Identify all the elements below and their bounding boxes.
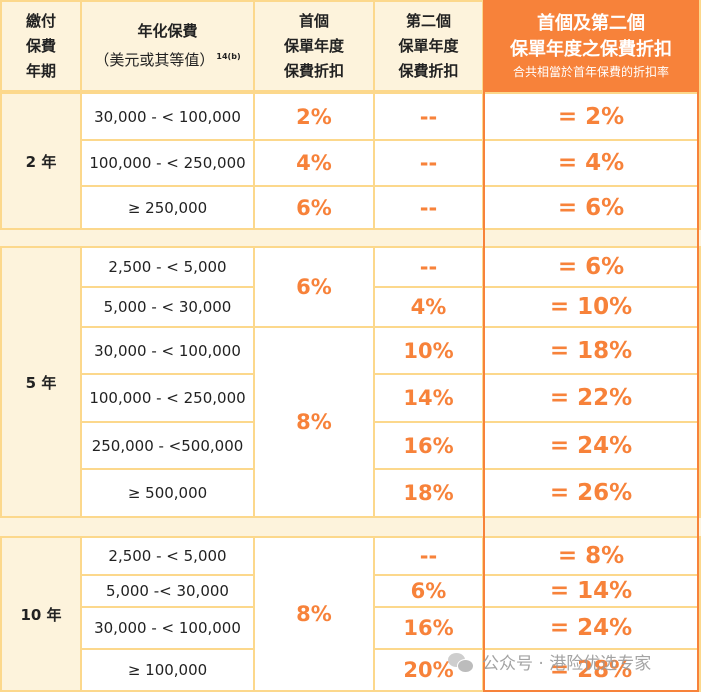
watermark-text: 公众号 · 港险优选专家 — [482, 654, 652, 674]
header-term-line3: 年期 — [25, 61, 56, 80]
header-second-line3: 保費折扣 — [398, 61, 459, 80]
header-second-line1: 第二個 — [405, 11, 451, 30]
second-discount-cell: 16% — [375, 608, 482, 648]
header-premium-line2: （美元或其等值） — [94, 51, 215, 69]
amount-cell: ≥ 500,000 — [82, 470, 253, 516]
wechat-icon — [448, 651, 474, 673]
amount-cell: 100,000 - < 250,000 — [82, 375, 253, 421]
second-discount-cell: 6% — [375, 576, 482, 606]
header-term: 繳付 保費 年期 — [2, 2, 80, 90]
total-discount-cell: = 8% — [485, 538, 697, 574]
first-discount-cell: 4% — [255, 141, 373, 185]
second-discount-cell: -- — [375, 94, 482, 139]
first-discount-block: 6% — [255, 248, 373, 326]
second-discount-cell: 18% — [375, 470, 482, 516]
header-first-line1: 首個 — [298, 11, 329, 30]
second-discount-cell: 16% — [375, 423, 482, 468]
amount-cell: ≥ 100,000 — [82, 650, 253, 690]
amount-cell: 5,000 - < 30,000 — [82, 288, 253, 326]
first-discount-cell: 2% — [255, 94, 373, 139]
header-premium: 年化保費 （美元或其等值） 14(b) — [82, 2, 253, 90]
first-discount-cell: 6% — [255, 187, 373, 228]
amount-cell: 30,000 - < 100,000 — [82, 328, 253, 373]
header-premium-note: 14(b) — [216, 52, 241, 61]
total-discount-cell: = 2% — [485, 94, 697, 139]
total-discount-cell: = 24% — [485, 608, 697, 648]
header-combined-line2: 保單年度之保費折扣 — [510, 39, 672, 60]
second-discount-cell: 10% — [375, 328, 482, 373]
term-5-years: 5 年 — [2, 248, 80, 516]
total-discount-cell: = 26% — [485, 470, 697, 516]
total-discount-cell: = 24% — [485, 423, 697, 468]
total-discount-cell: = 28% — [485, 650, 697, 690]
amount-cell: 2,500 - < 5,000 — [82, 248, 253, 286]
header-combined-sub: 合共相當於首年保費的折扣率 — [512, 65, 669, 79]
header-first-year: 首個 保單年度 保費折扣 — [255, 2, 373, 90]
header-second-year: 第二個 保單年度 保費折扣 — [375, 2, 482, 90]
amount-cell: 30,000 - < 100,000 — [82, 608, 253, 648]
total-discount-cell: = 14% — [485, 576, 697, 606]
total-discount-cell: = 22% — [485, 375, 697, 421]
first-discount-block: 8% — [255, 538, 373, 690]
header-term-line2: 保費 — [25, 36, 56, 55]
header-combined-line1: 首個及第二個 — [537, 13, 645, 34]
header-first-line2: 保單年度 — [283, 36, 344, 55]
group-separator — [0, 230, 701, 246]
amount-cell: 250,000 - <500,000 — [82, 423, 253, 468]
group-separator — [0, 518, 701, 536]
second-discount-cell: 14% — [375, 375, 482, 421]
amount-cell: 2,500 - < 5,000 — [82, 538, 253, 574]
second-discount-cell: -- — [375, 248, 482, 286]
total-discount-cell: = 6% — [485, 187, 697, 228]
header-term-line1: 繳付 — [25, 11, 56, 30]
amount-cell: 5,000 -< 30,000 — [82, 576, 253, 606]
term-10-years: 10 年 — [2, 538, 80, 690]
first-discount-block: 8% — [255, 328, 373, 516]
amount-cell: 100,000 - < 250,000 — [82, 141, 253, 185]
second-discount-cell: -- — [375, 141, 482, 185]
header-second-line2: 保單年度 — [398, 36, 459, 55]
total-discount-cell: = 4% — [485, 141, 697, 185]
total-discount-cell: = 10% — [485, 288, 697, 326]
amount-cell: ≥ 250,000 — [82, 187, 253, 228]
header-premium-line2-wrap: （美元或其等值） 14(b) — [94, 44, 240, 73]
second-discount-cell: -- — [375, 187, 482, 228]
second-discount-cell: 4% — [375, 288, 482, 326]
second-discount-cell: -- — [375, 538, 482, 574]
header-premium-line1: 年化保費 — [137, 22, 198, 40]
amount-cell: 30,000 - < 100,000 — [82, 94, 253, 139]
total-discount-cell: = 6% — [485, 248, 697, 286]
term-2-years: 2 年 — [2, 94, 80, 228]
watermark: 公众号 · 港险优选专家 — [448, 649, 651, 674]
header-combined: 首個及第二個 保單年度之保費折扣 合共相當於首年保費的折扣率 — [483, 0, 699, 92]
header-first-line3: 保費折扣 — [283, 61, 344, 80]
total-discount-cell: = 18% — [485, 328, 697, 373]
